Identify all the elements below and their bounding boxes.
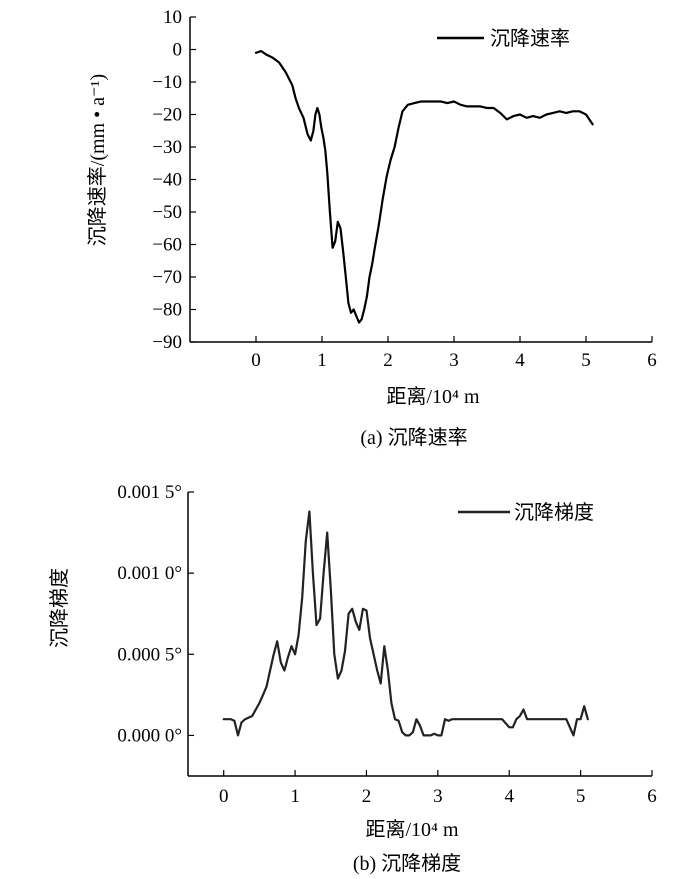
x-tick-label: 4 xyxy=(504,786,514,807)
x-tick-label: 6 xyxy=(647,350,657,371)
y-tick-label: 0.001 5° xyxy=(117,482,182,503)
y-tick-label: −80 xyxy=(152,300,182,321)
series-line-0 xyxy=(254,49,594,324)
x-tick-label: 0 xyxy=(251,350,261,371)
x-tick-label: 6 xyxy=(647,786,657,807)
x-tick-label: 3 xyxy=(449,350,459,371)
y-tick-label: −10 xyxy=(152,72,182,93)
y-tick-label: −60 xyxy=(152,235,182,256)
x-tick-label: 1 xyxy=(317,350,327,371)
y-tick-label: 0.000 0° xyxy=(117,725,182,746)
y-tick-label: 0.001 0° xyxy=(117,563,182,584)
x-axis-label: 距离/10⁴ m xyxy=(386,385,480,408)
x-tick-label: 3 xyxy=(433,786,443,807)
y-tick-label: −40 xyxy=(152,170,182,191)
y-tick-label: −50 xyxy=(152,202,182,223)
x-tick-label: 1 xyxy=(290,786,300,807)
x-tick-label: 2 xyxy=(383,350,393,371)
y-tick-label: −30 xyxy=(152,137,182,158)
x-tick-label: 4 xyxy=(515,350,525,371)
y-axis-label: 沉降速率/(mm • a⁻¹) xyxy=(86,74,109,246)
y-axis-label: 沉降梯度 xyxy=(48,568,71,648)
x-axis-label: 距离/10⁴ m xyxy=(365,818,459,841)
y-tick-label: −90 xyxy=(152,332,182,353)
figure-caption: (a) 沉降速率 xyxy=(360,426,467,449)
series-line-0 xyxy=(222,510,589,737)
figure-caption: (b) 沉降梯度 xyxy=(353,852,461,875)
x-tick-label: 2 xyxy=(362,786,372,807)
y-tick-label: 0.000 5° xyxy=(117,644,182,665)
y-tick-label: 10 xyxy=(163,7,182,28)
x-tick-label: 0 xyxy=(219,786,229,807)
legend-label: 沉降梯度 xyxy=(514,501,594,524)
legend-label: 沉降速率 xyxy=(490,27,570,50)
y-tick-label: −20 xyxy=(152,105,182,126)
y-tick-label: 0 xyxy=(173,40,183,61)
x-tick-label: 5 xyxy=(581,350,591,371)
y-tick-label: −70 xyxy=(152,267,182,288)
x-tick-label: 5 xyxy=(576,786,586,807)
